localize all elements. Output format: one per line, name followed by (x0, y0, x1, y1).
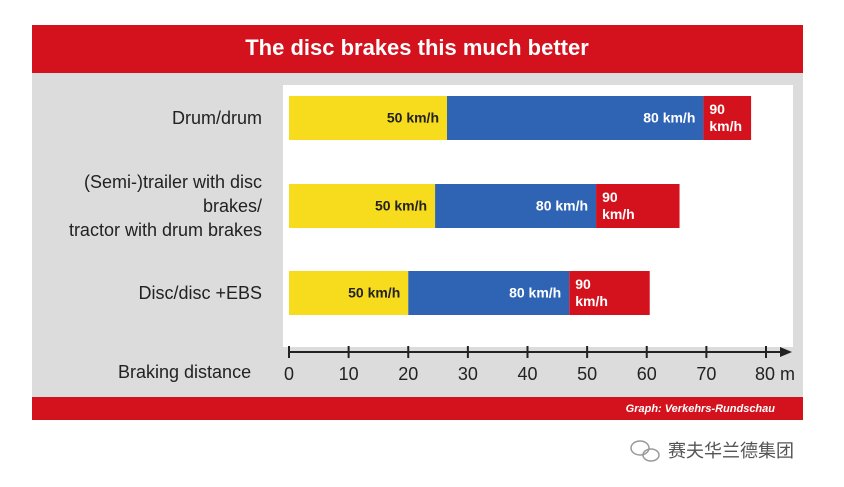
segment-label: 80 km/h (535, 197, 589, 214)
category-label: (Semi-)trailer with disc brakes/ tractor… (68, 172, 262, 240)
bar-segment (289, 184, 436, 228)
x-tick-label: 80 m (755, 364, 796, 384)
bar-segment (289, 271, 409, 315)
title-band (32, 25, 803, 73)
category-label: Drum/drum (171, 108, 262, 128)
x-tick-label: 30 (457, 364, 478, 384)
x-tick-label: 0 (283, 364, 295, 384)
bar-segment (596, 184, 680, 228)
segment-label: 90 km/h (575, 276, 608, 309)
segment-label: 80 km/h (509, 284, 562, 301)
bar-segment (569, 271, 650, 315)
x-tick-label: 50 (577, 364, 598, 384)
segment-label: 50 km/h (374, 197, 428, 214)
watermark: 赛夫华兰德集团 (668, 441, 794, 461)
segment-label: 50 km/h (386, 109, 439, 126)
wechat-icon (630, 440, 660, 462)
chart-title: The disc brakes this much better (245, 35, 589, 60)
segment-label: 90 km/h (602, 189, 635, 222)
bar-segment (435, 184, 597, 228)
bar-segment (703, 96, 752, 140)
x-axis-label: Braking distance (118, 362, 252, 382)
segment-label: 80 km/h (643, 109, 696, 126)
x-tick-label: 60 (636, 364, 657, 384)
segment-label: 90 km/h (709, 101, 743, 134)
x-tick-label: 10 (338, 364, 359, 384)
footer-band (32, 397, 803, 420)
x-tick-label: 20 (398, 364, 419, 384)
category-label: Disc/disc +EBS (138, 283, 262, 303)
bar-segment (447, 96, 704, 140)
x-tick-label: 70 (696, 364, 717, 384)
x-tick-label: 40 (517, 364, 538, 384)
segment-label: 50 km/h (348, 284, 401, 301)
bar-segment (408, 271, 570, 315)
bar-segment (289, 96, 448, 140)
axis-arrow (780, 347, 792, 357)
source: Graph: Verkehrs-Rundschau (626, 403, 776, 415)
